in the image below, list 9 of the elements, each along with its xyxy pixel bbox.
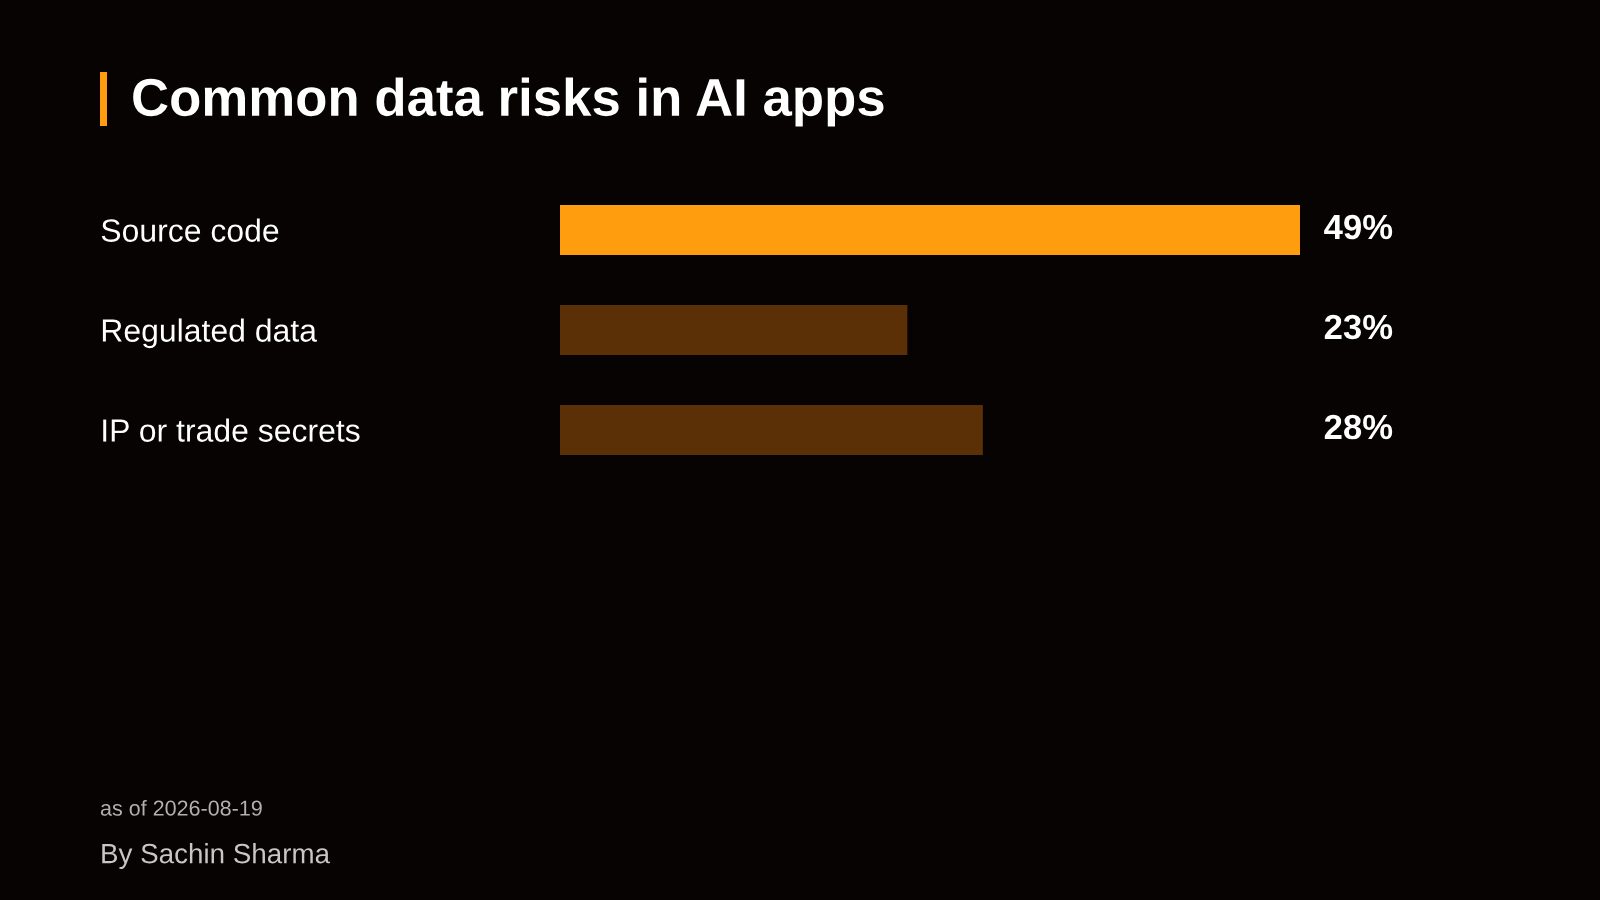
data-label: 49% — [1324, 214, 1393, 240]
data-label: 28% — [1324, 414, 1393, 440]
text: By Sachin Sharma — [102, 843, 331, 869]
data-label: 23% — [1324, 314, 1393, 340]
chart-title: Common data risks in AI apps — [133, 77, 884, 127]
y-tick-label: IP or trade secrets — [103, 418, 360, 442]
y-tick-label: Source code — [101, 218, 279, 242]
y-tick-label: Regulated data — [102, 318, 317, 349]
text: as of 2026-08-19 — [100, 799, 262, 816]
